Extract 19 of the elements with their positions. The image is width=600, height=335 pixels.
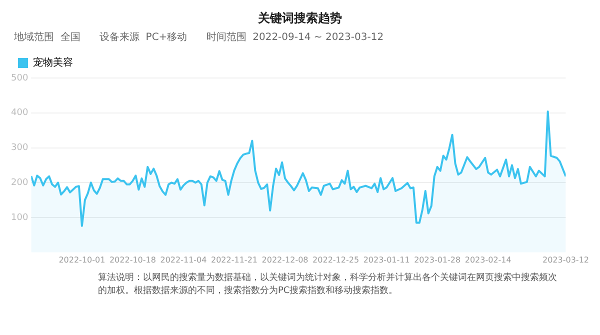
chart-subtitle: 地域范围 全国 设备来源 PC+移动 时间范围 2022-09-14 ~ 2023-03-12: [13, 30, 385, 45]
x-tick-label: 2023-03-12: [542, 255, 590, 264]
legend-label: 宠物美容: [33, 56, 73, 69]
y-tick-label: 400: [10, 108, 28, 118]
x-tick-label: 2022-12-25: [312, 255, 360, 264]
x-tick-label: 2022-12-08: [262, 255, 308, 264]
y-tick-label: 100: [10, 212, 28, 223]
x-tick-label: 2022-11-21: [211, 255, 258, 264]
y-tick-label: 300: [10, 143, 28, 154]
x-tick-label: 2022-10-01: [58, 255, 106, 264]
x-tick-label: 2023-02-14: [464, 255, 512, 264]
x-tick-label: 2022-10-18: [109, 255, 156, 264]
text: 算法说明：以网民的搜索量为数据基础，以关键词为统计对象，科学分析并计算出各个关键词在网页搜索中搜索频次的加权。根据数据来源的不同，搜索指数分为PC搜索指数和移动搜索指数。: [97, 272, 558, 298]
x-tick-label: 2022-11-04: [160, 255, 207, 264]
x-tick-label: 2023-01-28: [414, 255, 461, 264]
y-tick-label: 200: [10, 178, 28, 188]
x-tick-label: 2023-01-11: [363, 255, 410, 264]
y-tick-label: 500: [10, 73, 28, 84]
chart-title: 关键词搜索趋势: [256, 10, 343, 27]
